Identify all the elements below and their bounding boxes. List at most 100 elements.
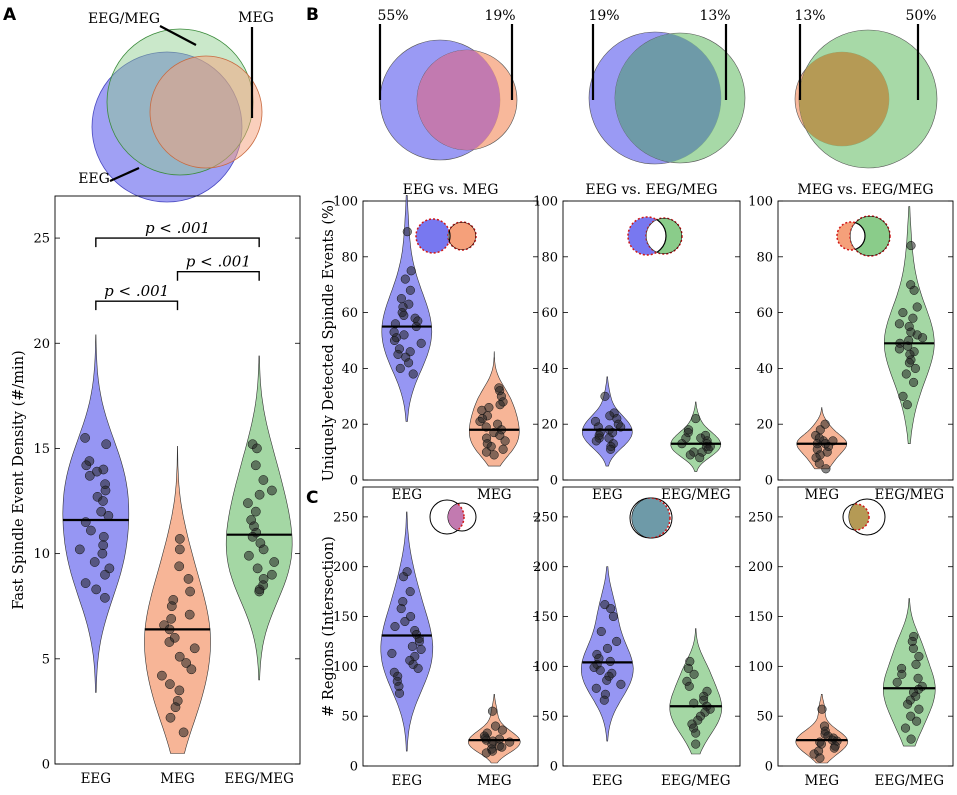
panel-letter-a: A (3, 5, 17, 25)
panel-c3-ytick-label-3: 150 (748, 610, 773, 625)
panel-a-point-meg-1-8 (166, 613, 177, 624)
venn-a-eegmeg-label: EEG/MEG (88, 11, 160, 27)
panel-b1-ytick-label-1: 20 (341, 418, 358, 433)
venn-b2-right-percent: 13% (699, 8, 730, 24)
panel-c2-point-eeg-0-2 (608, 611, 618, 622)
panel-c1-point-eeg-0-1 (398, 572, 409, 582)
panel-c3-axes-frame (777, 486, 954, 767)
panel-b2-axes-frame (562, 200, 741, 481)
panel-a-point-eegmeg-2-1 (252, 443, 262, 454)
panel-b2-xtick-label-1: EEG/MEG (661, 487, 731, 503)
panel-a-point-meg-1-23 (178, 727, 189, 738)
panel-a-point-eeg-0-24 (100, 592, 110, 603)
panel-a-point-eegmeg-2-6 (243, 498, 253, 508)
panel-a-xtick-label-2: EEG/MEG (224, 771, 294, 787)
panel-c3-ytick-label-2: 100 (748, 660, 773, 675)
panel-b2-ytick-label-1: 20 (541, 418, 558, 433)
panel-c3-point-eegmeg-1-19 (906, 734, 916, 744)
panel-a-point-eegmeg-2-4 (267, 485, 277, 496)
panel-c2-point-eeg-0-4 (612, 636, 622, 646)
panel-b2-ytick-label-3: 60 (541, 306, 558, 321)
panel-a-point-eeg-0-0 (80, 433, 90, 443)
panel-a-point-eeg-0-16 (98, 540, 109, 551)
panel-c1-axes-frame (362, 486, 539, 767)
panel-b2-ytick-label-0: 0 (550, 474, 558, 489)
panel-b2-ytick-label-2: 40 (541, 362, 558, 377)
significance-bracket-2 (95, 237, 260, 248)
panel-b2-ytick-label-5: 100 (533, 195, 558, 210)
panel-a-point-eeg-0-18 (97, 548, 108, 559)
panel-b2-violin-eegmeg-1 (670, 401, 722, 472)
panel-a-point-meg-1-13 (189, 643, 200, 654)
panel-c3-point-eegmeg-1-8 (892, 677, 902, 687)
panel-b3-ytick-label-5: 100 (748, 195, 773, 210)
venn-b3-right-percent: 50% (905, 8, 936, 24)
panel-c2-violin-eeg-0 (580, 566, 634, 742)
venn-a-eegmeg-pointer (159, 25, 197, 46)
panel-b3-point-eegmeg-1-19 (910, 363, 920, 373)
venn-b1-left-percent: 55% (377, 8, 408, 24)
panel-b3-ytick-label-1: 20 (756, 418, 773, 433)
panel-b1-point-meg-1-19 (498, 444, 508, 454)
panel-b1-point-eeg-0-16 (389, 335, 400, 346)
panel-a-point-meg-1-14 (174, 651, 185, 662)
venn-b1-right-percent: 19% (484, 8, 515, 24)
panel-c2-xtick-label-1: EEG/MEG (661, 773, 731, 789)
panel-c2-ytick-label-5: 250 (533, 510, 558, 525)
panel-c1-point-eeg-0-4 (396, 604, 406, 614)
significance-bracket-0 (95, 300, 179, 311)
panel-c2-point-eeg-0-5 (602, 643, 613, 653)
panel-b3-point-eegmeg-1-6 (894, 319, 904, 329)
panel-a-point-meg-1-2 (174, 561, 185, 572)
panel-c1-xtick-label-0: EEG (392, 773, 423, 789)
panel-a-point-eegmeg-2-2 (250, 460, 261, 471)
panel-b3-title: MEG vs. EEG/MEG (797, 182, 933, 198)
significance-label-0: p < .001 (104, 282, 169, 300)
panel-b3-point-meg-0-14 (821, 464, 831, 474)
panel-c2-point-eegmeg-1-2 (689, 669, 699, 679)
panel-b3-ytick-label-4: 80 (756, 250, 773, 265)
panel-c2-violin-eegmeg-1 (669, 628, 723, 755)
panel-c1-point-meg-1-2 (497, 725, 507, 735)
panel-b1-point-eeg-0-24 (408, 369, 418, 379)
panel-c3-point-eegmeg-1-4 (911, 659, 921, 669)
panel-b1-title: EEG vs. MEG (403, 182, 499, 198)
panel-b3-xtick-label-0: MEG (805, 487, 839, 503)
panel-c1-point-meg-1-12 (497, 742, 507, 752)
panel-c2-point-eegmeg-1-16 (691, 728, 701, 738)
panel-a-point-eegmeg-2-11 (247, 531, 258, 542)
panel-b1-point-meg-1-16 (500, 436, 510, 446)
panel-b2-xtick-label-0: EEG (592, 487, 623, 503)
panel-b1-point-eeg-0-1 (406, 266, 416, 276)
venn-a-eeg-label: EEG (78, 171, 110, 187)
panel-c3-point-eegmeg-1-15 (914, 704, 924, 714)
panel-c1-point-eeg-0-18 (413, 663, 423, 673)
panel-c1-point-eeg-0-7 (390, 621, 400, 632)
panel-a-xtick-label-0: EEG (81, 771, 112, 787)
panel-a-point-eeg-0-15 (98, 531, 109, 542)
panel-b1-xtick-label-1: MEG (477, 487, 511, 503)
panel-b3-point-eegmeg-1-3 (912, 302, 922, 312)
panel-b1-point-eeg-0-0 (402, 227, 412, 237)
panel-c3-ytick-label-0: 0 (765, 760, 773, 775)
panel-c1-ylabel: # Regions (Intersection) (321, 536, 337, 717)
panel-c1-point-meg-1-1 (490, 721, 501, 731)
panel-b1-ytick-label-4: 80 (341, 250, 358, 265)
panel-b1-point-meg-1-4 (495, 400, 505, 410)
panel-c3-xtick-label-0: MEG (805, 773, 839, 789)
panel-c1-xtick-label-1: MEG (477, 773, 511, 789)
panel-c2-ytick-label-1: 50 (541, 710, 558, 725)
panel-a-point-eegmeg-2-16 (252, 563, 263, 574)
panel-b3-point-eegmeg-1-14 (894, 344, 904, 354)
significance-bracket-1 (176, 271, 260, 281)
panel-b2-point-eegmeg-1-0 (691, 414, 701, 424)
panel-b3-ytick-label-3: 60 (756, 306, 773, 321)
panel-a-point-meg-1-19 (174, 685, 185, 696)
panel-a-violin-eegmeg-2 (225, 355, 293, 681)
panel-b1-point-eeg-0-8 (399, 310, 409, 320)
panel-a-point-meg-1-4 (185, 586, 195, 597)
panel-a-ytick-label-1: 5 (42, 652, 50, 667)
panel-c1-ytick-label-3: 150 (333, 610, 358, 625)
panel-b1-point-eeg-0-2 (400, 274, 410, 284)
panel-b1-point-eeg-0-23 (395, 363, 405, 373)
